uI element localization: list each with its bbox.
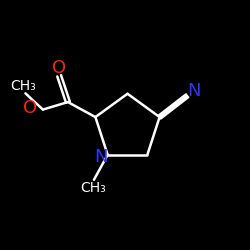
- Text: O: O: [52, 59, 66, 77]
- Text: N: N: [94, 148, 108, 166]
- Text: N: N: [187, 82, 201, 100]
- Text: O: O: [22, 99, 37, 117]
- Text: CH₃: CH₃: [80, 181, 106, 195]
- Text: CH₃: CH₃: [10, 79, 36, 93]
